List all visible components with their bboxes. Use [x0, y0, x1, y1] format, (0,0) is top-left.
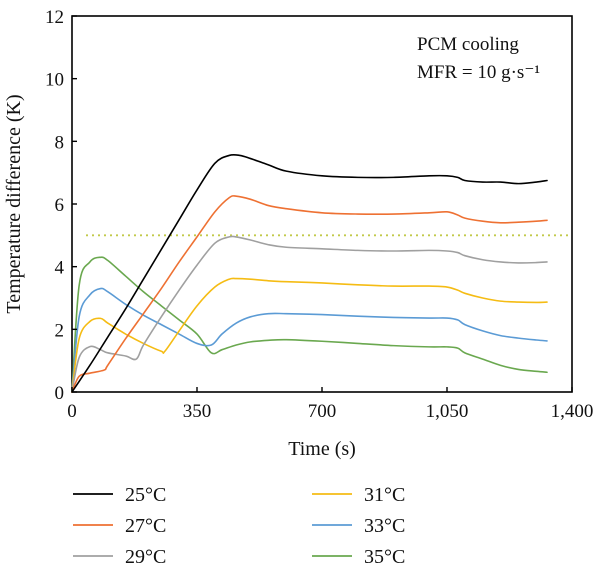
- legend-label: 33°C: [364, 515, 405, 537]
- y-tick-label: 6: [55, 195, 65, 216]
- series-line: [71, 195, 548, 393]
- legend: 25°C 27°C 29°C 31°C 33°C 35°C: [73, 484, 405, 568]
- x-tick-label: 1,050: [426, 401, 469, 422]
- legend-label: 29°C: [125, 546, 166, 568]
- series-line: [71, 235, 548, 393]
- y-tick-label: 10: [45, 70, 64, 91]
- series-line: [71, 287, 548, 393]
- legend-label: 35°C: [364, 546, 405, 568]
- x-tick-label: 0: [67, 401, 77, 422]
- legend-label: 31°C: [364, 484, 405, 506]
- plot-area: [71, 15, 573, 393]
- annotation-mfr: MFR = 10 g·s⁻¹: [417, 62, 540, 83]
- y-axis-title: Temperature difference (K): [3, 94, 25, 313]
- series-group: [71, 153, 548, 393]
- x-tick-label: 700: [308, 401, 337, 422]
- legend-label: 27°C: [125, 515, 166, 537]
- y-tick-label: 4: [55, 258, 65, 279]
- annotation-title: PCM cooling: [417, 34, 519, 55]
- y-tick-label: 12: [45, 7, 64, 28]
- y-tick-label: 0: [55, 383, 65, 404]
- series-line: [71, 256, 548, 393]
- axis-ticks: 0 350 700 1,050 1,400 0 2 4 6 8 10 12: [45, 7, 593, 422]
- x-tick-label: 1,400: [551, 401, 594, 422]
- y-tick-label: 8: [55, 132, 65, 153]
- series-line: [71, 153, 548, 393]
- legend-label: 25°C: [125, 484, 166, 506]
- x-tick-label: 350: [183, 401, 212, 422]
- x-axis-title: Time (s): [288, 438, 356, 460]
- y-tick-label: 2: [55, 320, 65, 341]
- series-line: [71, 277, 548, 393]
